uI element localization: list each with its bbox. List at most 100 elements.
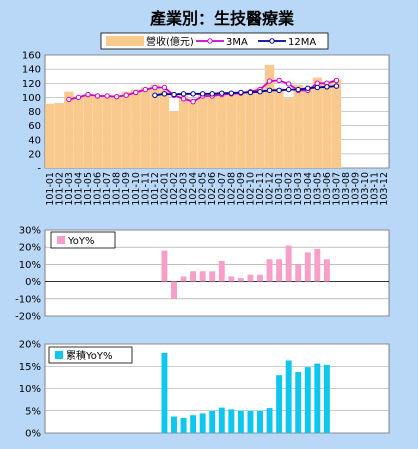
bar	[276, 375, 283, 433]
x-tick-label: 103-05	[312, 172, 323, 206]
series-point	[314, 84, 321, 91]
bar	[285, 360, 292, 433]
y-tick-label: -	[37, 164, 41, 175]
bar	[266, 408, 273, 433]
bar	[180, 276, 187, 282]
series-point	[190, 98, 196, 105]
bar	[314, 248, 321, 282]
legend-swatch-bar	[57, 236, 65, 244]
y-tick-label: 10%	[19, 384, 41, 395]
bar	[228, 409, 235, 433]
series-point	[266, 78, 273, 84]
bar	[264, 64, 275, 168]
x-tick-label: 102-07	[217, 172, 228, 206]
bar	[161, 352, 168, 433]
bar	[247, 410, 254, 433]
x-tick-label: 101-02	[54, 172, 65, 206]
x-tick-label: 102-12	[265, 172, 276, 206]
x-tick-label: 102-06	[207, 172, 218, 206]
bar	[161, 250, 168, 282]
y-tick-label: 10%	[19, 260, 41, 271]
bar	[209, 271, 216, 282]
series-point	[75, 94, 82, 101]
bar	[226, 92, 237, 168]
bar	[237, 410, 244, 433]
bar	[323, 364, 330, 433]
series-point	[276, 87, 282, 94]
y-tick-label: 5%	[25, 406, 41, 417]
series-point	[199, 91, 206, 97]
x-tick-label: 102-04	[188, 172, 199, 206]
bar	[190, 271, 197, 282]
y-tick-label: 100	[22, 93, 41, 104]
bar	[285, 245, 292, 282]
bar	[171, 281, 177, 299]
x-tick-label: 103-08	[341, 172, 352, 206]
y-tick-label: 60	[28, 121, 41, 132]
series-point	[333, 83, 340, 89]
x-tick-label: 101-03	[64, 172, 75, 206]
x-tick-label: 103-06	[322, 172, 333, 206]
series-point	[305, 85, 311, 91]
legend-label: 營收(億元)	[146, 35, 194, 48]
bar	[237, 278, 244, 282]
legend-label: 累積YoY%	[66, 349, 113, 362]
y-tick-label: 80	[28, 107, 41, 118]
series-point	[161, 91, 168, 97]
bar	[111, 96, 122, 168]
bar	[217, 94, 227, 168]
x-tick-label: 102-05	[198, 172, 209, 206]
bar	[73, 96, 84, 168]
bar	[159, 89, 170, 168]
x-tick-label: 103-07	[331, 172, 342, 206]
bar	[207, 95, 217, 168]
y-tick-label: 160	[22, 51, 41, 62]
series-point	[247, 89, 254, 96]
y-tick-label: 0%	[25, 277, 41, 288]
series-point	[219, 90, 225, 96]
series-point	[190, 91, 196, 97]
bar	[131, 89, 141, 168]
bar	[190, 415, 197, 433]
x-tick-label: 103-10	[360, 172, 371, 206]
series-point	[152, 84, 158, 91]
series-point	[324, 84, 330, 90]
x-tick-label: 103-02	[284, 172, 295, 206]
bar	[276, 259, 283, 282]
series-point	[238, 89, 244, 96]
legend-label: 12MA	[288, 37, 316, 48]
bar	[218, 260, 225, 282]
bar	[228, 276, 235, 282]
series-point	[276, 77, 282, 84]
series-point	[94, 93, 101, 99]
bar	[312, 77, 323, 168]
bar	[199, 413, 206, 433]
x-tick-label: 101-08	[112, 172, 123, 206]
bar	[304, 252, 311, 282]
bar	[64, 91, 74, 168]
legend-label: YoY%	[67, 236, 95, 247]
bar	[218, 407, 225, 433]
series-point	[123, 92, 129, 98]
bar	[322, 83, 332, 168]
bar	[209, 410, 216, 433]
x-tick-label: 101-12	[150, 172, 161, 206]
bar	[171, 416, 177, 433]
bar	[236, 91, 246, 168]
bar	[121, 91, 131, 168]
series-point	[285, 86, 292, 93]
series-point	[209, 91, 215, 97]
series-point	[295, 86, 301, 93]
series-point	[333, 77, 340, 84]
series-point	[142, 86, 149, 93]
bar	[266, 259, 273, 282]
legend-swatch-point	[269, 38, 275, 44]
bar	[140, 87, 151, 168]
series-point	[152, 92, 158, 98]
y-tick-label: 120	[22, 79, 41, 90]
bar	[102, 97, 112, 168]
y-tick-label: -20%	[15, 312, 41, 323]
legend-swatch-bar	[55, 351, 63, 359]
series-point	[180, 96, 187, 102]
x-tick-label: 101-10	[131, 172, 142, 206]
